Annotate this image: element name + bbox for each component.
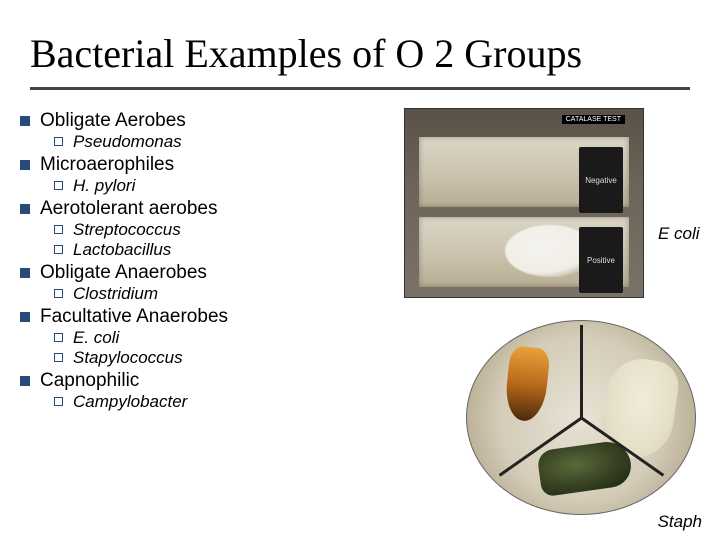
open-square-bullet-icon — [54, 333, 63, 342]
ecoli-caption: E coli — [658, 224, 700, 244]
title-wrap: Bacterial Examples of O 2 Groups — [0, 0, 720, 83]
list-item: Facultative Anaerobes — [20, 306, 390, 328]
smear-dark — [536, 439, 634, 497]
catalase-tag: CATALASE TEST — [562, 115, 625, 124]
open-square-bullet-icon — [54, 397, 63, 406]
sub-list-item-label: Clostridium — [73, 284, 158, 304]
open-square-bullet-icon — [54, 225, 63, 234]
agar-plate-image — [466, 320, 696, 515]
list-item-label: Obligate Aerobes — [40, 110, 186, 132]
list-item-label: Capnophilic — [40, 370, 139, 392]
sub-list-item: Clostridium — [54, 284, 390, 304]
square-bullet-icon — [20, 204, 30, 214]
square-bullet-icon — [20, 116, 30, 126]
sub-list-item-label: Streptococcus — [73, 220, 181, 240]
list-item: Obligate Aerobes — [20, 110, 390, 132]
sub-list-item: Lactobacillus — [54, 240, 390, 260]
sub-list-item-label: Pseudomonas — [73, 132, 182, 152]
sub-list-item-label: E. coli — [73, 328, 119, 348]
smear-orange — [503, 345, 551, 423]
square-bullet-icon — [20, 268, 30, 278]
square-bullet-icon — [20, 312, 30, 322]
list-item: Microaerophiles — [20, 154, 390, 176]
list-item: Capnophilic — [20, 370, 390, 392]
list-item-label: Facultative Anaerobes — [40, 306, 228, 328]
page-title: Bacterial Examples of O 2 Groups — [30, 30, 690, 77]
sub-list-item-label: Campylobacter — [73, 392, 187, 412]
sub-list-item: Stapylococcus — [54, 348, 390, 368]
catalase-test-image: CATALASE TEST Negative Positive — [404, 108, 644, 298]
bullet-list: Obligate AerobesPseudomonasMicroaerophil… — [20, 108, 390, 412]
list-item-label: Microaerophiles — [40, 154, 174, 176]
list-item: Obligate Anaerobes — [20, 262, 390, 284]
sub-list-item: E. coli — [54, 328, 390, 348]
list-item-label: Aerotolerant aerobes — [40, 198, 217, 220]
open-square-bullet-icon — [54, 353, 63, 362]
sub-list-item: Pseudomonas — [54, 132, 390, 152]
sub-list-item-label: H. pylori — [73, 176, 135, 196]
sub-list-item-label: Stapylococcus — [73, 348, 183, 368]
open-square-bullet-icon — [54, 181, 63, 190]
open-square-bullet-icon — [54, 289, 63, 298]
sub-list-item: H. pylori — [54, 176, 390, 196]
sub-list-item-label: Lactobacillus — [73, 240, 171, 260]
positive-label: Positive — [579, 227, 623, 293]
square-bullet-icon — [20, 376, 30, 386]
sub-list-item: Campylobacter — [54, 392, 390, 412]
open-square-bullet-icon — [54, 245, 63, 254]
negative-label: Negative — [579, 147, 623, 213]
staph-caption: Staph — [658, 512, 702, 532]
list-item: Aerotolerant aerobes — [20, 198, 390, 220]
image-column: CATALASE TEST Negative Positive E coli — [390, 108, 710, 412]
list-item-label: Obligate Anaerobes — [40, 262, 207, 284]
content-area: Obligate AerobesPseudomonasMicroaerophil… — [0, 90, 720, 412]
open-square-bullet-icon — [54, 137, 63, 146]
sub-list-item: Streptococcus — [54, 220, 390, 240]
plate-divider — [580, 325, 583, 420]
square-bullet-icon — [20, 160, 30, 170]
